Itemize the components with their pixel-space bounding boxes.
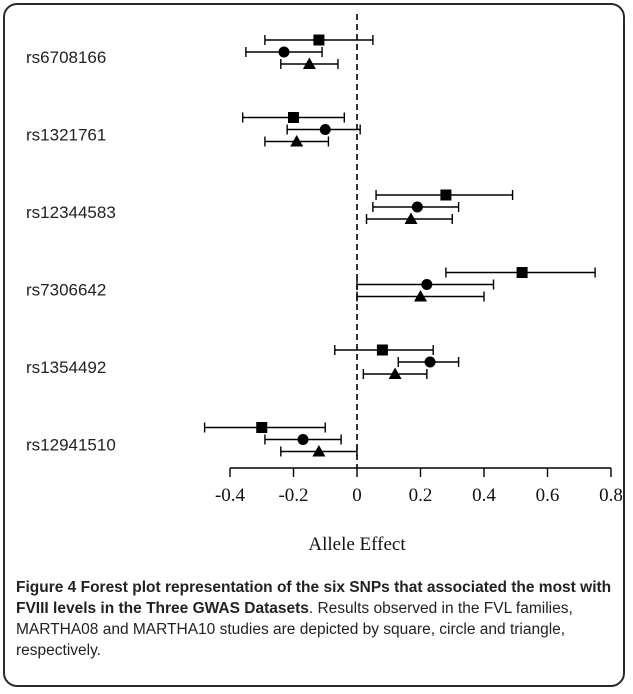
figure-caption: Figure 4 Forest plot representation of t… (16, 577, 616, 661)
marker-circle (278, 46, 290, 58)
marker-triangle (312, 445, 326, 457)
marker-square (313, 34, 325, 46)
marker-triangle (414, 290, 427, 302)
marker-square (288, 112, 299, 123)
snp-label-rs7306642: rs7306642 (26, 281, 106, 300)
marker-circle (297, 434, 309, 445)
x-axis: -0.4 -0.2 0 0.2 0.4 0.6 0.8 (215, 467, 623, 506)
marker-circle (319, 124, 331, 135)
marker-triangle (290, 135, 304, 147)
marker-triangle (404, 212, 418, 224)
forest-plot: rs6708166 rs1321761 rs12344583 rs7306642 rs1… (26, 14, 623, 555)
snp-label-rs1354492: rs1354492 (26, 358, 106, 377)
caption-title: Figure 4 Forest plot representation of t… (16, 579, 612, 617)
x-tick-label: 0.2 (409, 485, 433, 506)
snp-labels: rs6708166 rs1321761 rs12344583 rs7306642 rs1… (26, 48, 116, 455)
x-axis-title: Allele Effect (308, 534, 406, 555)
marker-triangle (388, 367, 402, 379)
snp-label-rs6708166: rs6708166 (26, 48, 106, 67)
marker-square (256, 422, 268, 433)
marker-circle (421, 279, 433, 290)
x-tick-label: 0 (352, 485, 362, 506)
marker-circle (411, 201, 423, 213)
marker-square (440, 189, 452, 201)
x-tick-label: -0.4 (215, 485, 246, 506)
x-tick-label: 0.8 (599, 485, 623, 506)
x-tick-label: 0.4 (472, 485, 496, 506)
marker-triangle (302, 57, 316, 69)
x-tick-label: 0.6 (536, 485, 560, 506)
marker-square (376, 344, 388, 356)
estimates-group (203, 34, 596, 457)
marker-square (516, 267, 528, 278)
snp-label-rs12344583: rs12344583 (26, 203, 116, 222)
snp-label-rs12941510: rs12941510 (26, 436, 116, 455)
marker-circle (424, 356, 436, 368)
x-tick-label: -0.2 (278, 485, 308, 506)
snp-label-rs1321761: rs1321761 (26, 126, 106, 145)
caption-body: . Results observed in the FVL families, … (16, 600, 573, 659)
